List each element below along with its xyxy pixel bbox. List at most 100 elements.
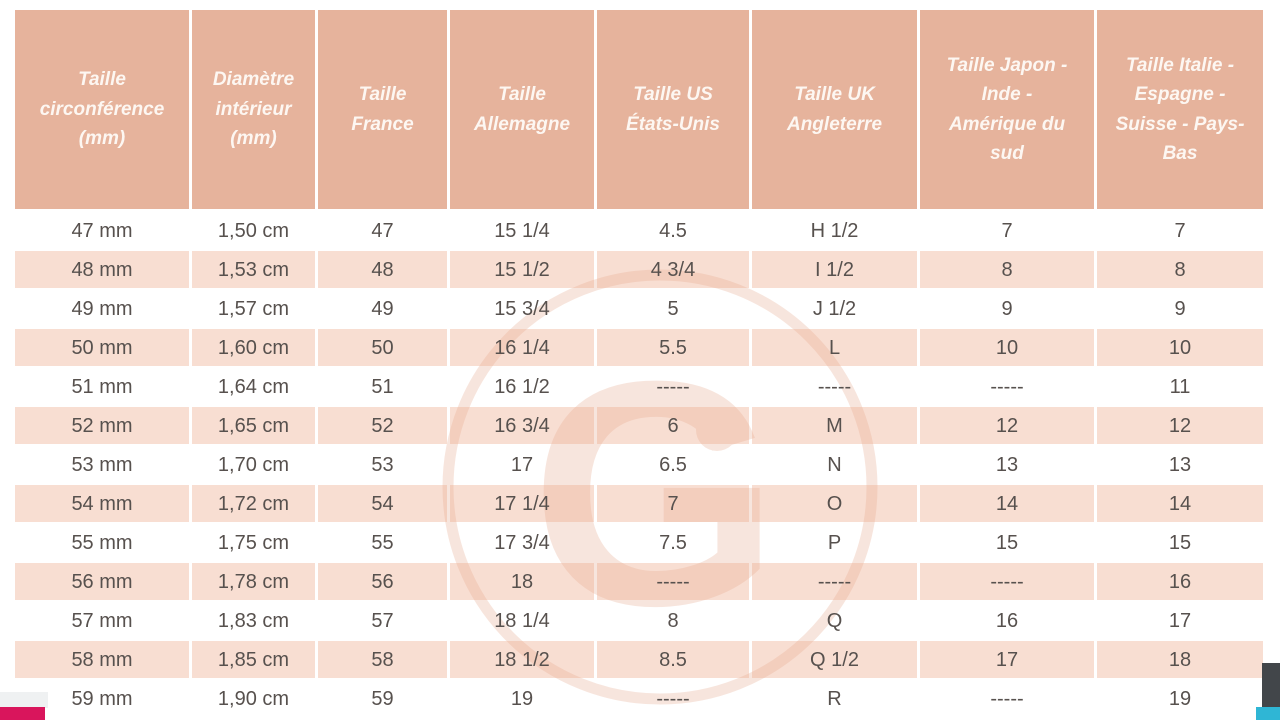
cell: 10: [920, 329, 1097, 366]
cell: -----: [597, 368, 752, 405]
cell: 15 1/2: [450, 251, 597, 288]
cell: 50 mm: [15, 329, 192, 366]
cell: -----: [597, 680, 752, 717]
cell: 16: [920, 602, 1097, 639]
cell: 1,75 cm: [192, 524, 318, 561]
cell: 53: [318, 446, 450, 483]
cell: 52: [318, 407, 450, 444]
cell: 51 mm: [15, 368, 192, 405]
cell: 18: [450, 563, 597, 600]
cell: 9: [920, 290, 1097, 327]
cell: 4 3/4: [597, 251, 752, 288]
cell: 1,53 cm: [192, 251, 318, 288]
table-row: 55 mm 1,75 cm 55 17 3/4 7.5 P 15 15: [15, 524, 1263, 563]
cell: 17 1/4: [450, 485, 597, 522]
cell: 8: [1097, 251, 1263, 288]
cell: 6.5: [597, 446, 752, 483]
bottom-left-magenta-bar: [0, 707, 45, 720]
cell: O: [752, 485, 920, 522]
bottom-right-cyan-bar[interactable]: [1256, 707, 1280, 720]
cell: Q: [752, 602, 920, 639]
cell: 48 mm: [15, 251, 192, 288]
cell: 4.5: [597, 212, 752, 249]
cell: 54: [318, 485, 450, 522]
cell: R: [752, 680, 920, 717]
column-header: Diamètre intérieur (mm): [192, 10, 318, 209]
cell: 59: [318, 680, 450, 717]
cell: 50: [318, 329, 450, 366]
column-header: Taille Italie - Espagne - Suisse - Pays-…: [1115, 54, 1245, 164]
cell: 1,57 cm: [192, 290, 318, 327]
table-row: 54 mm 1,72 cm 54 17 1/4 7 O 14 14: [15, 485, 1263, 524]
cell: 15: [920, 524, 1097, 561]
cell: 1,90 cm: [192, 680, 318, 717]
column-header: Taille US États-Unis: [597, 10, 752, 209]
cell: 1,64 cm: [192, 368, 318, 405]
cell: 54 mm: [15, 485, 192, 522]
cell: 18: [1097, 641, 1263, 678]
column-header: Taille Japon - Inde - Amérique du sud: [920, 10, 1097, 209]
cell: 55: [318, 524, 450, 561]
cell: 15: [1097, 524, 1263, 561]
cell: 12: [1097, 407, 1263, 444]
cell: 58 mm: [15, 641, 192, 678]
ring-size-table: Taille circonférence (mm) Diamètre intéri…: [15, 10, 1263, 719]
cell: 15 1/4: [450, 212, 597, 249]
cell: 7.5: [597, 524, 752, 561]
cell: 17: [1097, 602, 1263, 639]
cell: 53 mm: [15, 446, 192, 483]
cell: 1,85 cm: [192, 641, 318, 678]
cell: 47 mm: [15, 212, 192, 249]
cell: 13: [920, 446, 1097, 483]
cell: 18 1/4: [450, 602, 597, 639]
cell: 1,70 cm: [192, 446, 318, 483]
table-row: 51 mm 1,64 cm 51 16 1/2 ----- ----- ----- 11: [15, 368, 1263, 407]
table-row: 59 mm 1,90 cm 59 19 ----- R ----- 19: [15, 680, 1263, 719]
cell: 5.5: [597, 329, 752, 366]
table-row: 56 mm 1,78 cm 56 18 ----- ----- ----- 16: [15, 563, 1263, 602]
cell: 16 3/4: [450, 407, 597, 444]
cell: 16 1/4: [450, 329, 597, 366]
cell: 47: [318, 212, 450, 249]
table-row: 53 mm 1,70 cm 53 17 6.5 N 13 13: [15, 446, 1263, 485]
column-header: Taille France: [318, 10, 450, 209]
cell: 1,72 cm: [192, 485, 318, 522]
cell: -----: [920, 563, 1097, 600]
cell: 16: [1097, 563, 1263, 600]
cell: 18 1/2: [450, 641, 597, 678]
cell: 52 mm: [15, 407, 192, 444]
cell: 5: [597, 290, 752, 327]
table-row: 50 mm 1,60 cm 50 16 1/4 5.5 L 10 10: [15, 329, 1263, 368]
cell: 1,65 cm: [192, 407, 318, 444]
table-row: 58 mm 1,85 cm 58 18 1/2 8.5 Q 1/2 17 18: [15, 641, 1263, 680]
cell: 58: [318, 641, 450, 678]
cell: 1,60 cm: [192, 329, 318, 366]
cell: 49 mm: [15, 290, 192, 327]
cell: 17 3/4: [450, 524, 597, 561]
cell: L: [752, 329, 920, 366]
cell: 14: [1097, 485, 1263, 522]
cell: -----: [752, 563, 920, 600]
cell: 8: [597, 602, 752, 639]
cell: -----: [920, 680, 1097, 717]
cell: 49: [318, 290, 450, 327]
cell: 17: [450, 446, 597, 483]
table-row: 49 mm 1,57 cm 49 15 3/4 5 J 1/2 9 9: [15, 290, 1263, 329]
cell: 1,50 cm: [192, 212, 318, 249]
cell: 6: [597, 407, 752, 444]
cell: 15 3/4: [450, 290, 597, 327]
cell: J 1/2: [752, 290, 920, 327]
cell: 56 mm: [15, 563, 192, 600]
table-row: 47 mm 1,50 cm 47 15 1/4 4.5 H 1/2 7 7: [15, 212, 1263, 251]
cell: 8: [920, 251, 1097, 288]
bottom-right-dark-bar[interactable]: [1262, 663, 1280, 708]
cell: 19: [450, 680, 597, 717]
cell: 14: [920, 485, 1097, 522]
cell: 10: [1097, 329, 1263, 366]
cell: 7: [1097, 212, 1263, 249]
table-row: 48 mm 1,53 cm 48 15 1/2 4 3/4 I 1/2 8 8: [15, 251, 1263, 290]
cell: 8.5: [597, 641, 752, 678]
cell: -----: [752, 368, 920, 405]
column-header: Taille UK Angleterre: [752, 10, 920, 209]
cell: H 1/2: [752, 212, 920, 249]
